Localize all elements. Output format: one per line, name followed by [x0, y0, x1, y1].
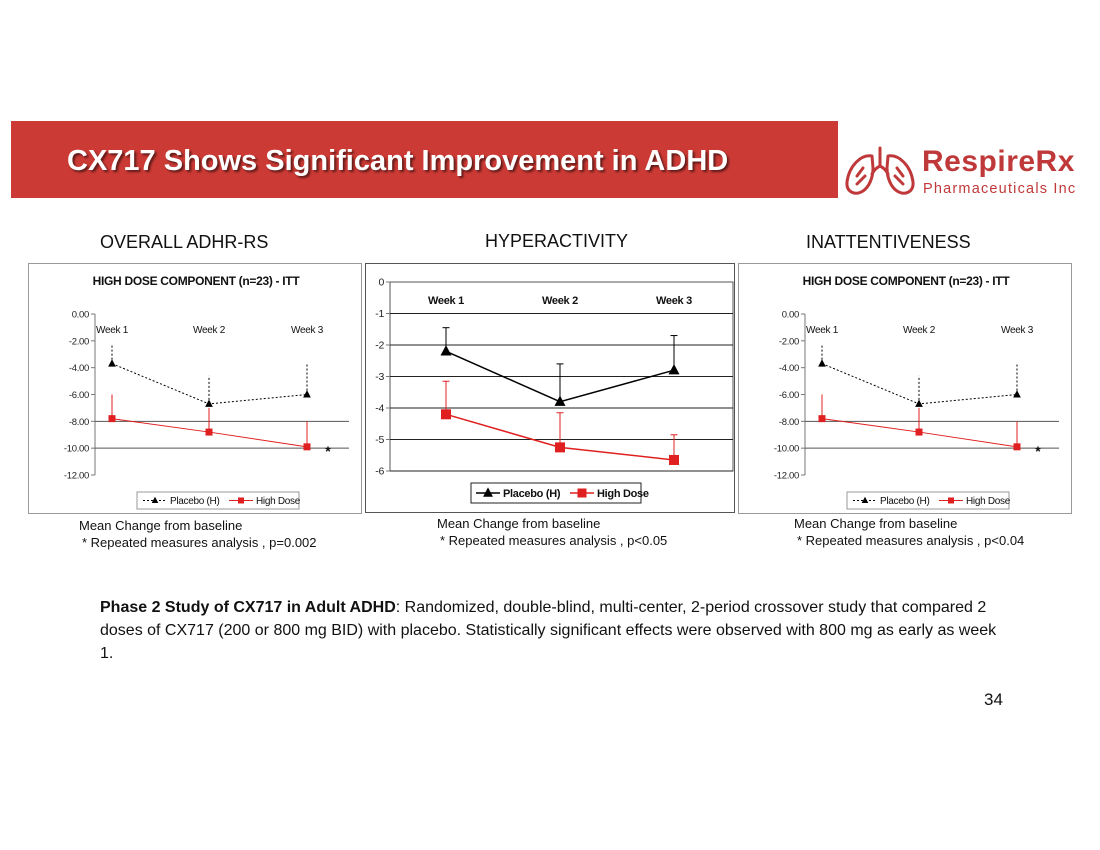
- placebo-h-data-point: [205, 399, 213, 407]
- y-tick-label: -4.00: [779, 363, 799, 374]
- y-tick-label: -6.00: [69, 390, 89, 401]
- study-description-text: : Randomized, double-blind, multi-center…: [100, 599, 997, 662]
- high-dose-legend-label: High Dose: [256, 496, 301, 507]
- high-dose-data-point: [915, 428, 923, 436]
- overall-note-baseline: Mean Change from baseline: [79, 518, 243, 533]
- inattentiveness-panel-title: INATTENTIVENESS: [806, 232, 971, 252]
- inattentiveness-chart-box: HIGH DOSE COMPONENT (n=23) - ITT 0.00 -2.0…: [738, 263, 1072, 514]
- y-tick-label: -6.00: [779, 390, 799, 401]
- x-category-label: Week 3: [1001, 325, 1034, 336]
- high-dose-data-point: [441, 409, 451, 420]
- study-description: Phase 2 Study of CX717 in Adult ADHD: Ra…: [100, 596, 1000, 665]
- y-tick-label: -5: [375, 434, 384, 446]
- placebo-h-legend-marker: [151, 496, 159, 504]
- overall-panel-title: OVERALL ADHR-RS: [100, 232, 269, 252]
- overall-note-stat: * Repeated measures analysis , p=0.002: [82, 535, 317, 550]
- high-dose-data-point: [1013, 443, 1021, 451]
- legend-box: [136, 491, 300, 510]
- logo-subtitle: Pharmaceuticals Inc: [923, 181, 1077, 197]
- inattentiveness-note-stat: * Repeated measures analysis , p<0.04: [797, 533, 1025, 548]
- high-dose-legend-label: High Dose: [597, 488, 649, 500]
- x-category-label: Week 1: [96, 325, 129, 336]
- x-category-label: Week 1: [428, 295, 464, 307]
- y-tick-label: -10.00: [774, 444, 799, 455]
- y-tick-label: 0.00: [782, 310, 799, 321]
- company-logo: RespireRx Pharmaceuticals Inc: [843, 142, 1093, 202]
- high-dose-data-point: [818, 415, 826, 423]
- x-category-label: Week 3: [291, 325, 324, 336]
- x-category-label: Week 1: [806, 325, 839, 336]
- placebo-h-data-point: [668, 364, 680, 375]
- significance-marker: *: [1035, 443, 1041, 459]
- legend-box: [846, 491, 1010, 510]
- y-tick-label: -12.00: [774, 471, 799, 482]
- y-tick-label: -8.00: [779, 417, 799, 428]
- placebo-h-data-point: [915, 399, 923, 407]
- logo-name: RespireRx: [922, 145, 1075, 178]
- hyperactivity-note-baseline: Mean Change from baseline: [437, 516, 601, 531]
- placebo-h-data-point: [1013, 390, 1021, 398]
- page-number: 34: [984, 690, 1003, 709]
- y-tick-label: -4: [375, 403, 384, 415]
- slide-title: CX717 Shows Significant Improvement in A…: [67, 145, 729, 177]
- hyperactivity-panel-title: HYPERACTIVITY: [485, 231, 629, 251]
- placebo-h-data-point: [303, 390, 311, 398]
- x-category-label: Week 2: [542, 295, 578, 307]
- high-dose-data-point: [555, 442, 565, 453]
- legend-box: [470, 482, 642, 504]
- y-tick-label: -10.00: [64, 444, 89, 455]
- y-tick-label: -8.00: [69, 417, 89, 428]
- inattentiveness-note-baseline: Mean Change from baseline: [794, 516, 958, 531]
- y-tick-label: -6: [375, 466, 384, 478]
- y-tick-label: -2.00: [779, 336, 799, 347]
- placebo-h-legend-label: Placebo (H): [503, 488, 561, 500]
- high-dose-legend-marker: [948, 497, 954, 504]
- significance-marker: *: [325, 443, 331, 459]
- placebo-h-data-point: [108, 359, 116, 367]
- x-category-label: Week 3: [656, 295, 692, 307]
- lungs-logo-icon: [845, 146, 915, 195]
- y-tick-label: -3: [375, 371, 384, 383]
- x-category-label: Week 2: [903, 325, 936, 336]
- placebo-h-data-point: [440, 345, 452, 356]
- high-dose-legend-marker: [577, 488, 587, 498]
- title-banner: CX717 Shows Significant Improvement in A…: [11, 121, 838, 198]
- chart-title: HIGH DOSE COMPONENT (n=23) - ITT: [803, 274, 1011, 288]
- hyperactivity-chart: 0 -1 -2 -3 -4 -5 -6 Week 1 Week 2 Week 3 Placebo (…: [375, 277, 734, 504]
- y-tick-label: 0.00: [72, 310, 89, 321]
- x-category-label: Week 2: [193, 325, 226, 336]
- placebo-h-legend-marker: [861, 496, 869, 504]
- high-dose-legend-marker: [238, 497, 244, 504]
- y-tick-label: 0: [378, 277, 384, 289]
- high-dose-data-point: [303, 443, 311, 451]
- y-tick-label: -4.00: [69, 363, 89, 374]
- placebo-h-legend-label: Placebo (H): [170, 496, 220, 507]
- placebo-h-legend-label: Placebo (H): [880, 496, 930, 507]
- high-dose-data-point: [108, 415, 116, 423]
- y-tick-label: -12.00: [64, 471, 89, 482]
- study-description-lead: Phase 2 Study of CX717 in Adult ADHD: [100, 599, 396, 616]
- overall-chart-box: HIGH DOSE COMPONENT (n=23) - ITT 0.00 -2.0…: [28, 263, 362, 514]
- high-dose-data-point: [205, 428, 213, 436]
- placebo-h-data-point: [818, 359, 826, 367]
- placebo-h-legend-marker: [483, 487, 493, 497]
- inattentiveness-chart: HIGH DOSE COMPONENT (n=23) - ITT 0.00 -2.0…: [774, 274, 1059, 510]
- hyperactivity-note-stat: * Repeated measures analysis , p<0.05: [440, 533, 668, 548]
- high-dose-data-point: [669, 454, 679, 465]
- high-dose-legend-label: High Dose: [966, 496, 1011, 507]
- chart-title: HIGH DOSE COMPONENT (n=23) - ITT: [93, 274, 301, 288]
- placebo-h-data-point: [554, 395, 566, 406]
- hyperactivity-chart-box: 0 -1 -2 -3 -4 -5 -6 Week 1 Week 2 Week 3 Placebo (…: [365, 263, 735, 513]
- y-tick-label: -1: [375, 308, 384, 320]
- y-tick-label: -2: [375, 340, 384, 352]
- y-tick-label: -2.00: [69, 336, 89, 347]
- overall-chart: HIGH DOSE COMPONENT (n=23) - ITT 0.00 -2.0…: [64, 274, 349, 510]
